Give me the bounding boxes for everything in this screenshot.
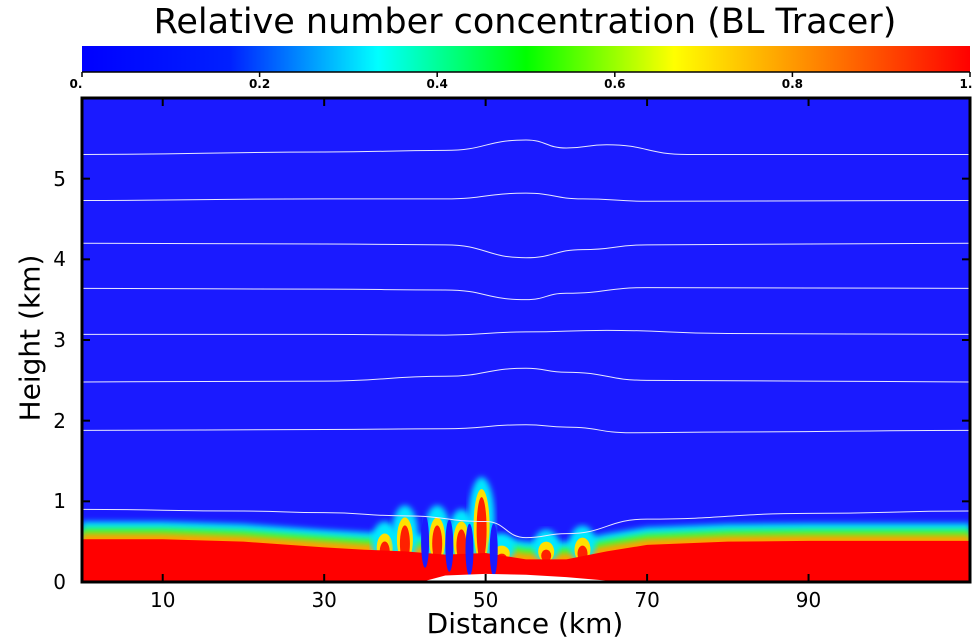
tracer-plume: [424, 505, 451, 562]
colorbar-tick-label: 0.6: [604, 77, 626, 91]
colorbar-tick-label: 0.4: [426, 77, 448, 91]
colorbar-tick-label: 0.: [69, 77, 83, 91]
y-tick-label: 1: [53, 489, 66, 514]
isoline: [82, 424, 970, 434]
isoline: [82, 329, 970, 336]
tracer-plume: [468, 477, 495, 562]
y-tick-label: 3: [53, 328, 66, 352]
colorbar-tick-label: 1.: [959, 77, 973, 91]
y-tick-label: 2: [53, 408, 66, 433]
chart-title: Relative number concentration (BL Tracer…: [153, 2, 897, 42]
isoline: [82, 192, 970, 202]
x-tick-label: 50: [472, 588, 499, 612]
colorbar-gradient: [82, 46, 970, 72]
plume-gap: [421, 515, 430, 568]
tracer-plume: [533, 529, 560, 562]
plume-gap: [445, 519, 454, 572]
plume-gap: [489, 523, 498, 576]
isoline: [82, 508, 970, 539]
isoline: [82, 367, 970, 383]
y-axis-label: Height (km): [13, 254, 47, 422]
isoline: [82, 287, 970, 301]
colorbar-tick-label: 0.8: [781, 77, 804, 91]
plume-gap: [465, 523, 474, 576]
isoline: [82, 139, 970, 155]
field-background: [82, 98, 970, 582]
x-tick-label: 90: [795, 588, 822, 612]
x-tick-label: 10: [149, 588, 176, 612]
y-tick-label: 5: [53, 166, 66, 191]
x-tick-label: 70: [634, 588, 660, 612]
y-tick-label: 0: [53, 570, 66, 594]
colorbar-tick-label: 0.2: [248, 77, 271, 91]
isoline: [82, 242, 970, 259]
x-tick-label: 30: [311, 588, 337, 612]
x-axis-label: Distance (km): [426, 607, 624, 640]
bl-core: [82, 539, 970, 582]
colorbar: [81, 46, 971, 77]
y-tick-label: 4: [53, 247, 66, 272]
terrain: [421, 573, 623, 582]
